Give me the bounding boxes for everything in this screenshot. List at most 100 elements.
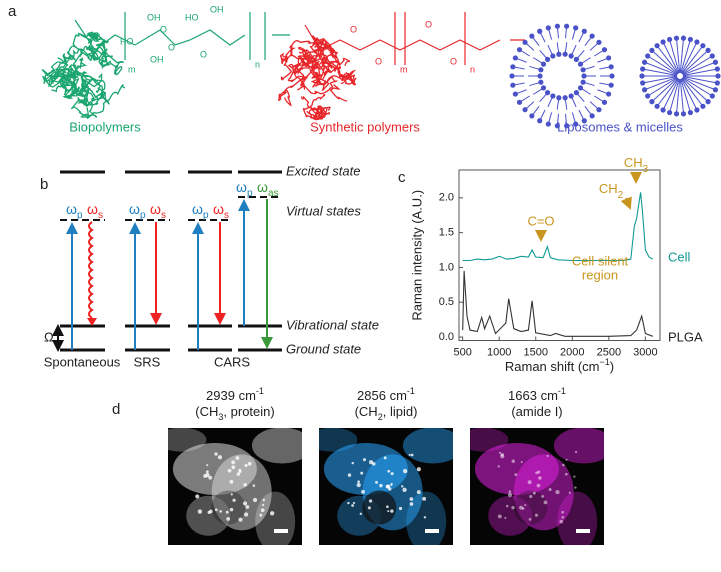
scale-bar: [425, 529, 439, 533]
lipid-head: [642, 87, 647, 92]
text-part: -1: [407, 386, 415, 396]
method-label: CARS: [214, 354, 250, 369]
chain: [305, 12, 525, 65]
lipid-head: [564, 24, 569, 29]
granule: [360, 472, 363, 475]
lipid-head: [640, 66, 645, 71]
granule: [384, 456, 387, 459]
spectrum-line: [463, 271, 653, 336]
granule: [417, 467, 421, 471]
granule: [541, 495, 544, 498]
granule: [411, 454, 414, 457]
granule: [228, 469, 232, 473]
atom-label: HO: [185, 12, 199, 22]
granule: [214, 452, 217, 455]
granule: [403, 469, 407, 473]
image-title: 1663 cm-1: [508, 386, 566, 403]
text-part: , protein): [223, 404, 274, 419]
lipid-head: [674, 111, 679, 116]
atom-label: OH: [150, 54, 164, 64]
granule: [361, 490, 365, 494]
granule: [566, 459, 568, 461]
lipid-head: [645, 53, 650, 58]
lipid-head: [654, 43, 659, 48]
state-label: Vibrational state: [286, 317, 379, 332]
granule: [402, 488, 406, 492]
lipid-head: [573, 121, 578, 126]
lipid-head: [715, 80, 720, 85]
spectrum-line: [463, 192, 653, 260]
granule: [229, 480, 233, 484]
granule: [209, 510, 213, 514]
state-label: Virtual states: [286, 203, 361, 218]
granule: [390, 484, 392, 486]
granule: [504, 517, 506, 519]
lipid-head: [642, 60, 647, 65]
panel-label: c: [398, 169, 406, 186]
atom-label: O: [375, 56, 382, 66]
atom-label: m: [128, 64, 136, 74]
granule: [348, 473, 351, 476]
granule: [555, 490, 559, 494]
lipid-head: [538, 80, 543, 85]
lipid-head: [545, 57, 550, 62]
annotation: CH3: [624, 155, 649, 175]
atom-label: OH: [147, 12, 161, 22]
granule: [230, 508, 234, 512]
lipid-head: [705, 48, 710, 53]
stokes-wavy: [89, 222, 92, 318]
y-tick-label: 1.5: [439, 227, 454, 239]
lipid-head: [713, 87, 718, 92]
granule: [574, 486, 576, 488]
lipid-head: [581, 73, 586, 78]
granule: [575, 451, 577, 453]
image-title: 2856 cm-1: [357, 386, 415, 403]
granule: [243, 483, 247, 487]
lipid-head: [546, 121, 551, 126]
granule: [360, 513, 362, 515]
cell-body: [554, 428, 614, 464]
granule: [561, 516, 564, 519]
text-part: ω: [129, 201, 140, 217]
atom-label: O: [450, 56, 457, 66]
lipid-head: [522, 107, 527, 112]
lipid-tail: [683, 77, 717, 83]
lipid-head: [606, 91, 611, 96]
lipid-head: [602, 47, 607, 52]
lipid-head: [606, 55, 611, 60]
granule: [499, 452, 501, 454]
lipid-head: [541, 62, 546, 67]
omega-label: Ω: [44, 329, 54, 344]
text-part: p: [203, 210, 209, 221]
x-tick-label: 500: [453, 346, 471, 358]
lipid-head: [639, 73, 644, 78]
lipid-head: [546, 25, 551, 30]
cell-body: [557, 492, 597, 552]
granule: [244, 512, 248, 516]
text-part: p: [77, 210, 83, 221]
granule: [511, 506, 514, 509]
atom-label: O: [160, 24, 167, 34]
granule: [375, 481, 378, 484]
lipid-head: [550, 53, 555, 58]
state-label: Excited state: [286, 163, 360, 178]
granule: [351, 504, 354, 507]
nucleus: [362, 491, 396, 525]
lipid-head: [564, 123, 569, 128]
granule: [508, 493, 512, 497]
text-part: ω: [87, 201, 98, 217]
granule: [253, 498, 257, 502]
lipid-head: [582, 118, 587, 123]
cell-body: [252, 428, 312, 464]
granule: [528, 480, 532, 484]
cell-body: [156, 428, 206, 452]
group-label: Synthetic polymers: [310, 119, 420, 134]
granule: [263, 499, 265, 501]
text-part: (amide I): [511, 404, 562, 419]
beam-label: ωp: [66, 201, 83, 221]
text-part: (CH: [195, 404, 218, 419]
granule: [231, 460, 235, 464]
text-part: ω: [66, 201, 77, 217]
lipid-head: [649, 99, 654, 104]
atom-label: O: [200, 49, 207, 59]
